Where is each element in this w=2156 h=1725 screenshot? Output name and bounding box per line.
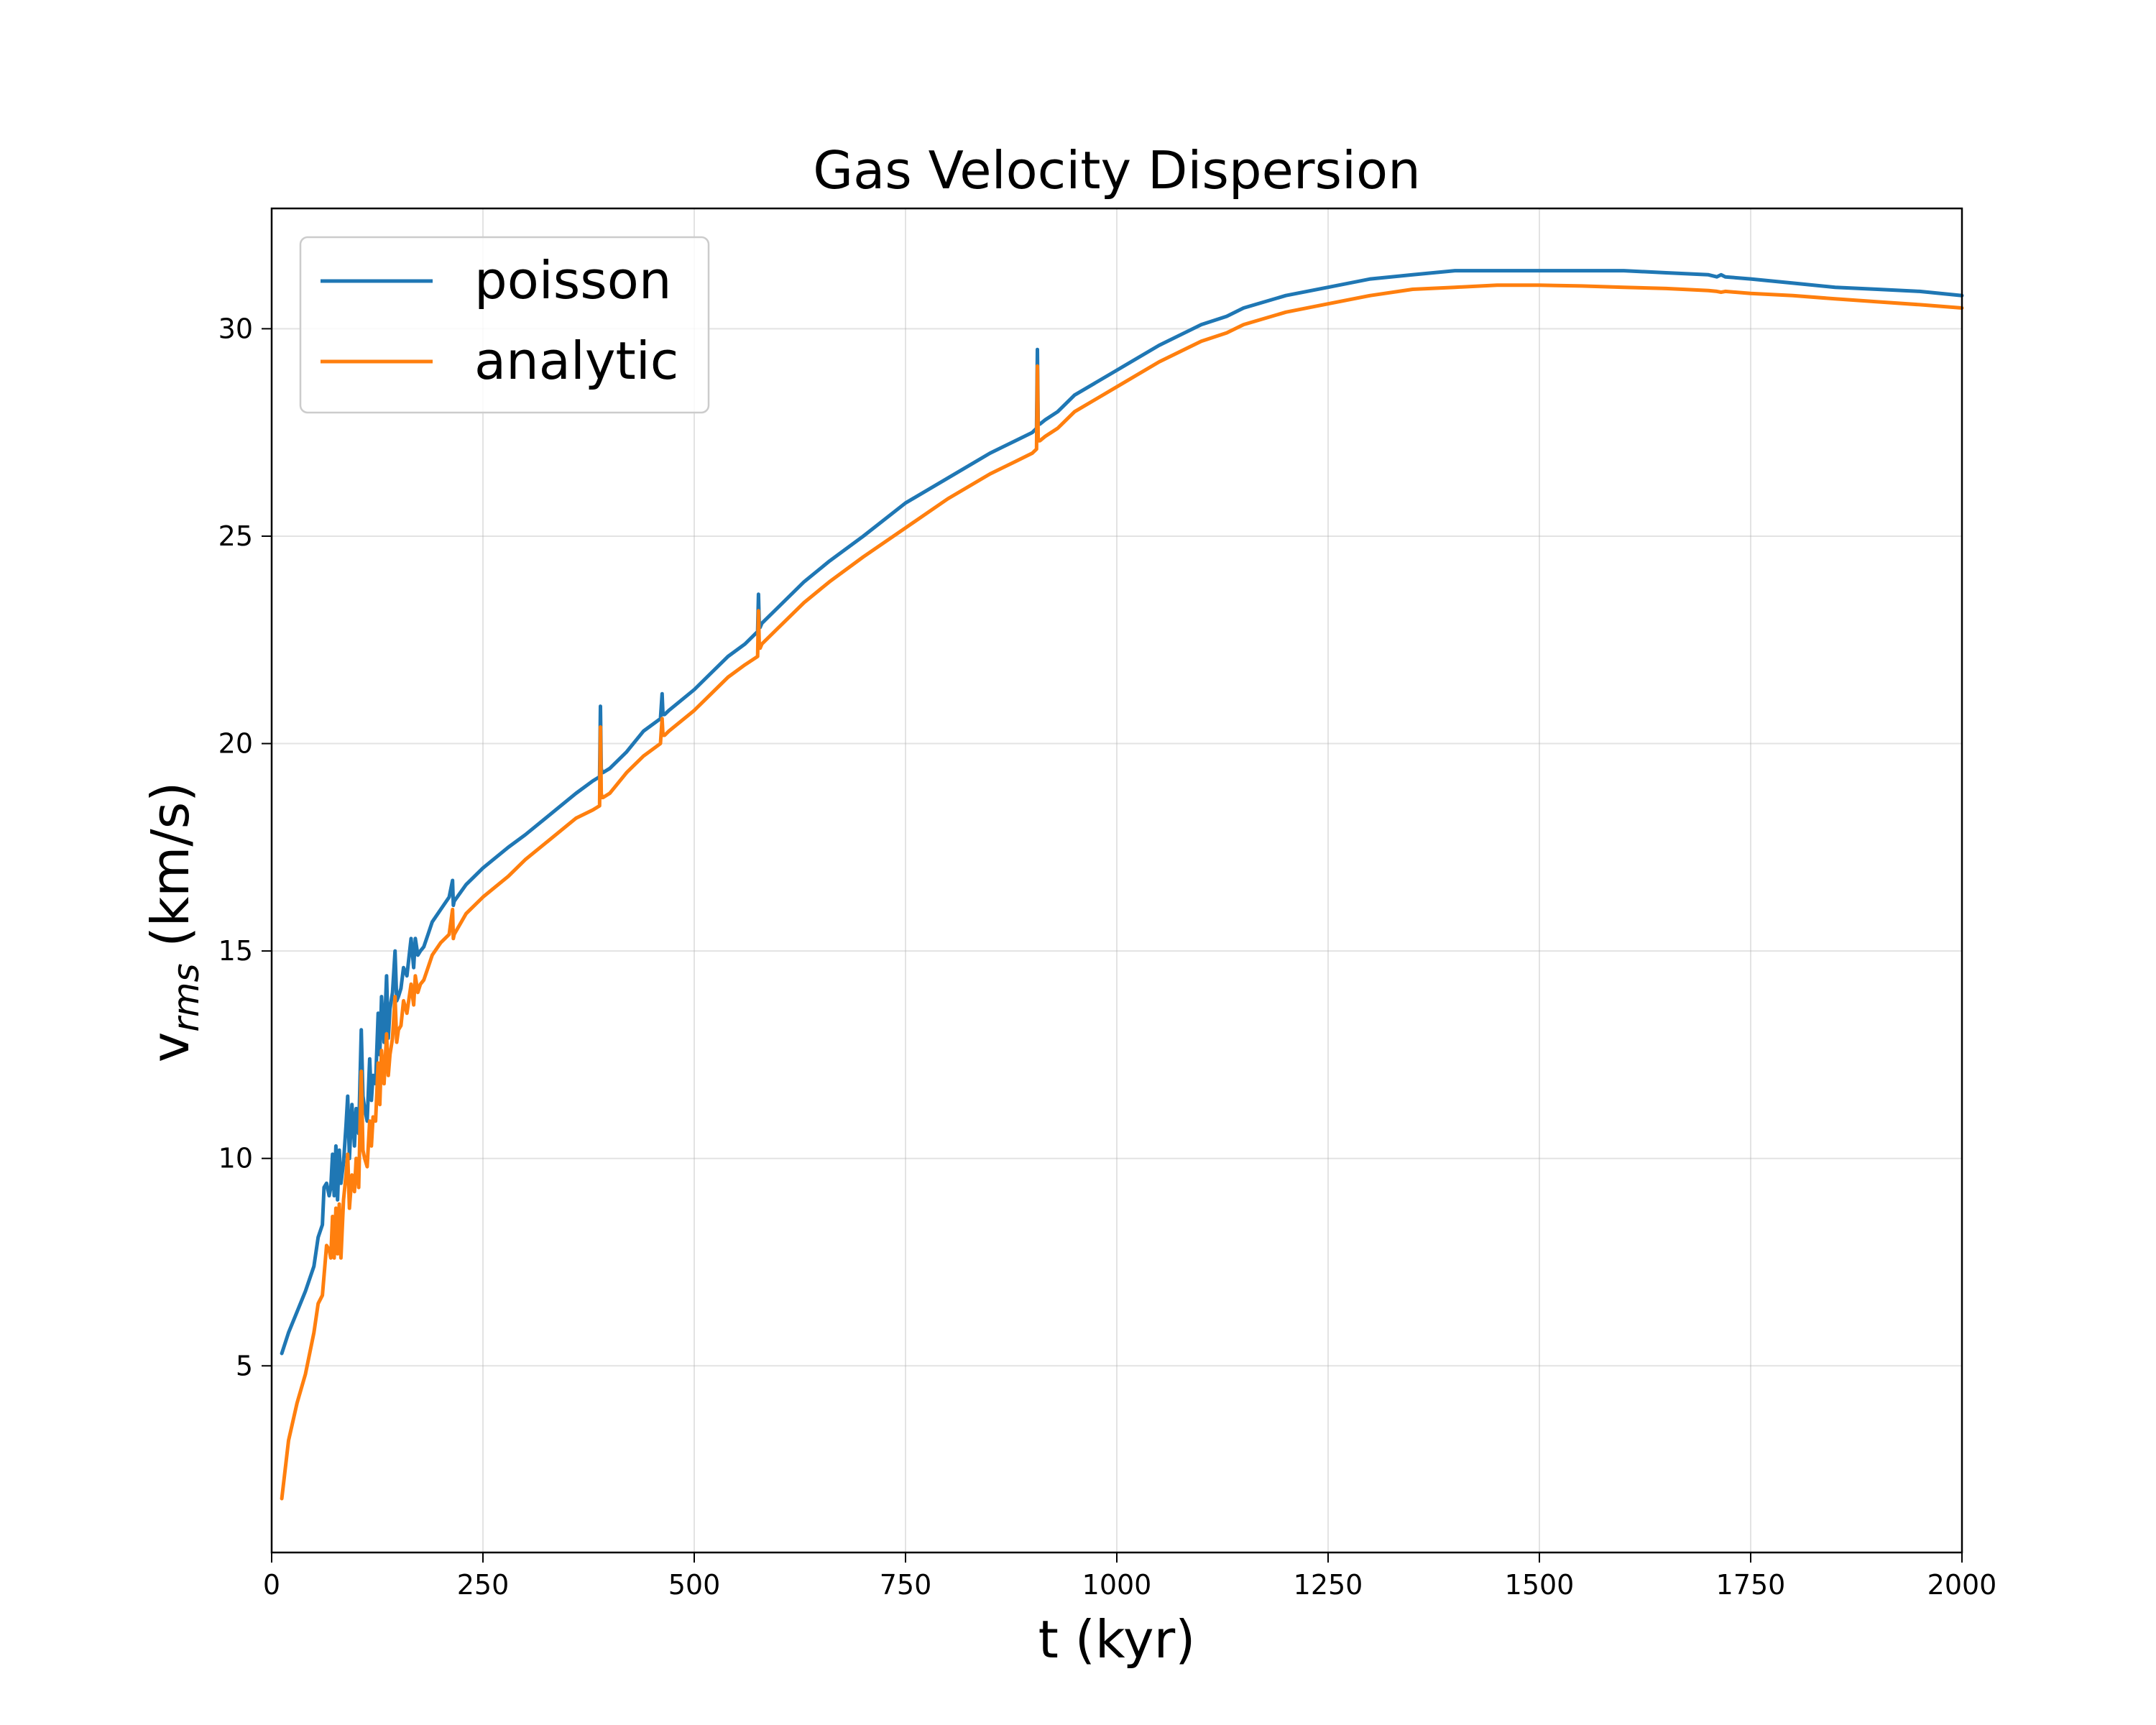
chart-title: Gas Velocity Dispersion [813,140,1420,201]
x-tick-label: 1000 [1082,1569,1152,1601]
legend: poisson analytic [299,236,710,414]
axis-ticks: 0 250 500 750 1000 1250 1500 1750 2000 5 10 15 20 25 3… [218,313,1997,1601]
x-tick-label: 2000 [1927,1569,1997,1601]
x-tick-label: 500 [668,1569,721,1601]
y-axis-label: vrms (km/s) [140,782,207,1063]
y-axis-label-sub: rms [165,963,207,1031]
y-tick-label: 30 [218,313,253,344]
y-tick-label: 5 [236,1350,253,1381]
x-tick-label: 1250 [1294,1569,1363,1601]
series-line-poisson [280,269,1964,1356]
series-line-analytic [280,283,1964,1501]
y-axis-label-main: v [140,1032,201,1063]
x-tick-label: 0 [263,1569,280,1601]
x-axis-label: t (kyr) [1038,1609,1196,1670]
y-axis-label-rest: (km/s) [140,782,201,964]
y-tick-label: 25 [218,520,253,552]
legend-label-analytic: analytic [474,331,678,391]
x-tick-label: 1750 [1716,1569,1786,1601]
legend-label-poisson: poisson [474,250,671,310]
y-tick-label: 20 [218,728,253,760]
x-tick-label: 1500 [1505,1569,1575,1601]
series-layer [280,269,1964,1501]
x-tick-label: 750 [880,1569,932,1601]
y-tick-label: 15 [218,935,253,967]
x-tick-label: 250 [457,1569,510,1601]
y-tick-label: 10 [218,1143,253,1174]
